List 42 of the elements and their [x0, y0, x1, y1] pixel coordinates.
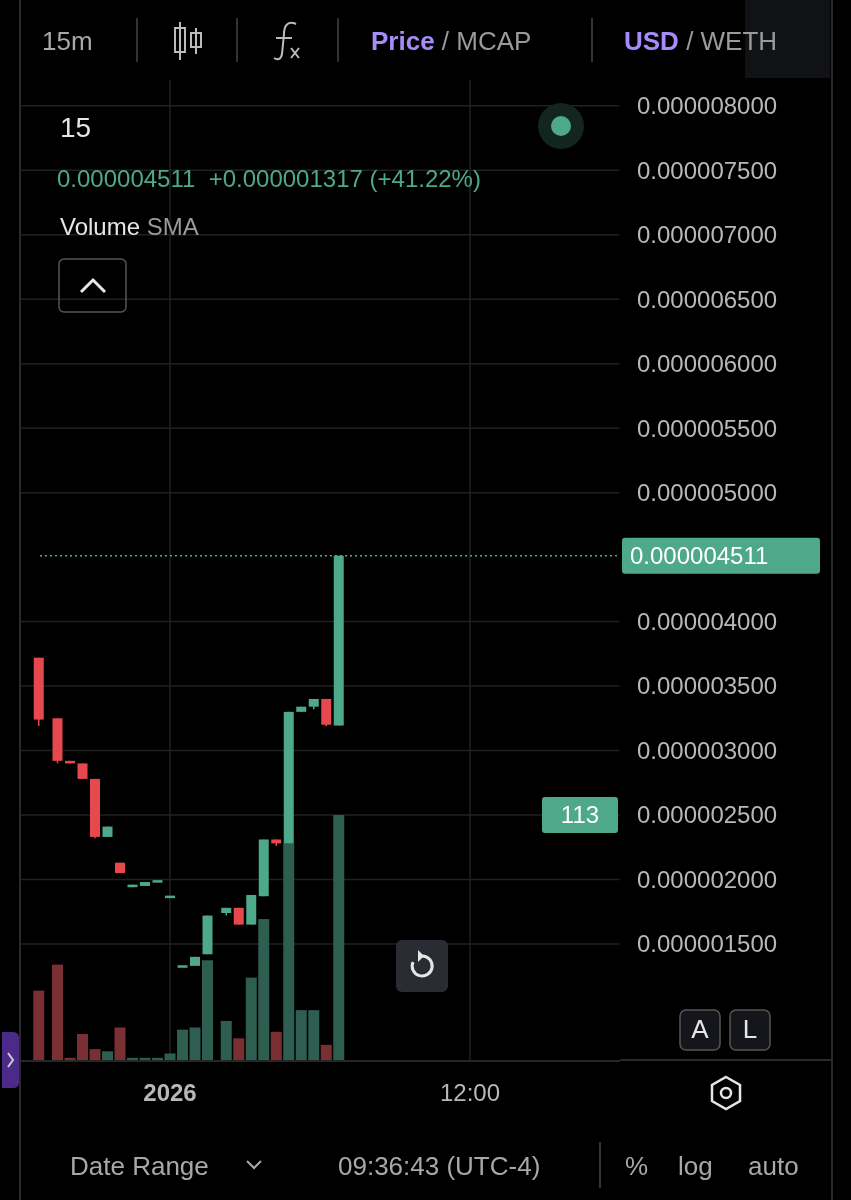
- annotation: Volume SMA: [60, 213, 199, 240]
- y-tick-label: 0.000005500: [637, 414, 778, 442]
- bar: [233, 1038, 245, 1060]
- text: USD / WETH: [624, 26, 778, 56]
- text: L: [742, 1014, 758, 1044]
- bar: [89, 1049, 101, 1060]
- bar: [127, 1057, 138, 1060]
- y2-tick-label: 113: [560, 801, 600, 829]
- text: log: [678, 1151, 713, 1181]
- bar: [270, 1031, 282, 1060]
- text: 15m: [42, 26, 93, 56]
- y-tick-label: 0.000002000: [637, 865, 778, 893]
- x-tick-label: 2026: [143, 1079, 197, 1106]
- x-tick-label: 12:00: [439, 1079, 501, 1106]
- y-tick-label: 0.000007500: [637, 156, 778, 184]
- y-tick-label: 0.000005000: [637, 479, 778, 507]
- bar: [33, 990, 45, 1060]
- bar: [283, 843, 295, 1060]
- y-tick-label: 0.000007000: [637, 221, 778, 249]
- bar: [52, 964, 63, 1060]
- text: auto: [748, 1151, 799, 1181]
- y-tick-label: 0.000003500: [637, 672, 778, 700]
- ref-line-label: 0.000004511: [630, 542, 769, 570]
- text: %: [625, 1151, 649, 1181]
- text: Price / MCAP: [371, 26, 532, 56]
- text: 09:36:43 (UTC-4): [338, 1151, 541, 1181]
- text: A: [691, 1014, 710, 1044]
- bar: [102, 1051, 113, 1060]
- y-tick-label: 0.000008000: [637, 92, 778, 120]
- bar: [333, 815, 345, 1060]
- bar: [114, 1027, 126, 1060]
- y-tick-label: 0.000003000: [637, 736, 778, 764]
- y-tick-label: 0.000006000: [637, 350, 778, 378]
- y-tick-label: 0.000006500: [637, 285, 778, 313]
- y-tick-label: 0.000001500: [637, 930, 778, 958]
- bar: [220, 1020, 232, 1060]
- y-tick-label: 0.000004000: [637, 607, 778, 635]
- y-tick-label: 0.000002500: [637, 801, 778, 829]
- bar: [320, 1044, 332, 1060]
- text: 15: [60, 112, 92, 143]
- text: Date Range: [70, 1151, 209, 1181]
- text: 0.000004511 +0.000001317 (+41.22%): [57, 165, 481, 192]
